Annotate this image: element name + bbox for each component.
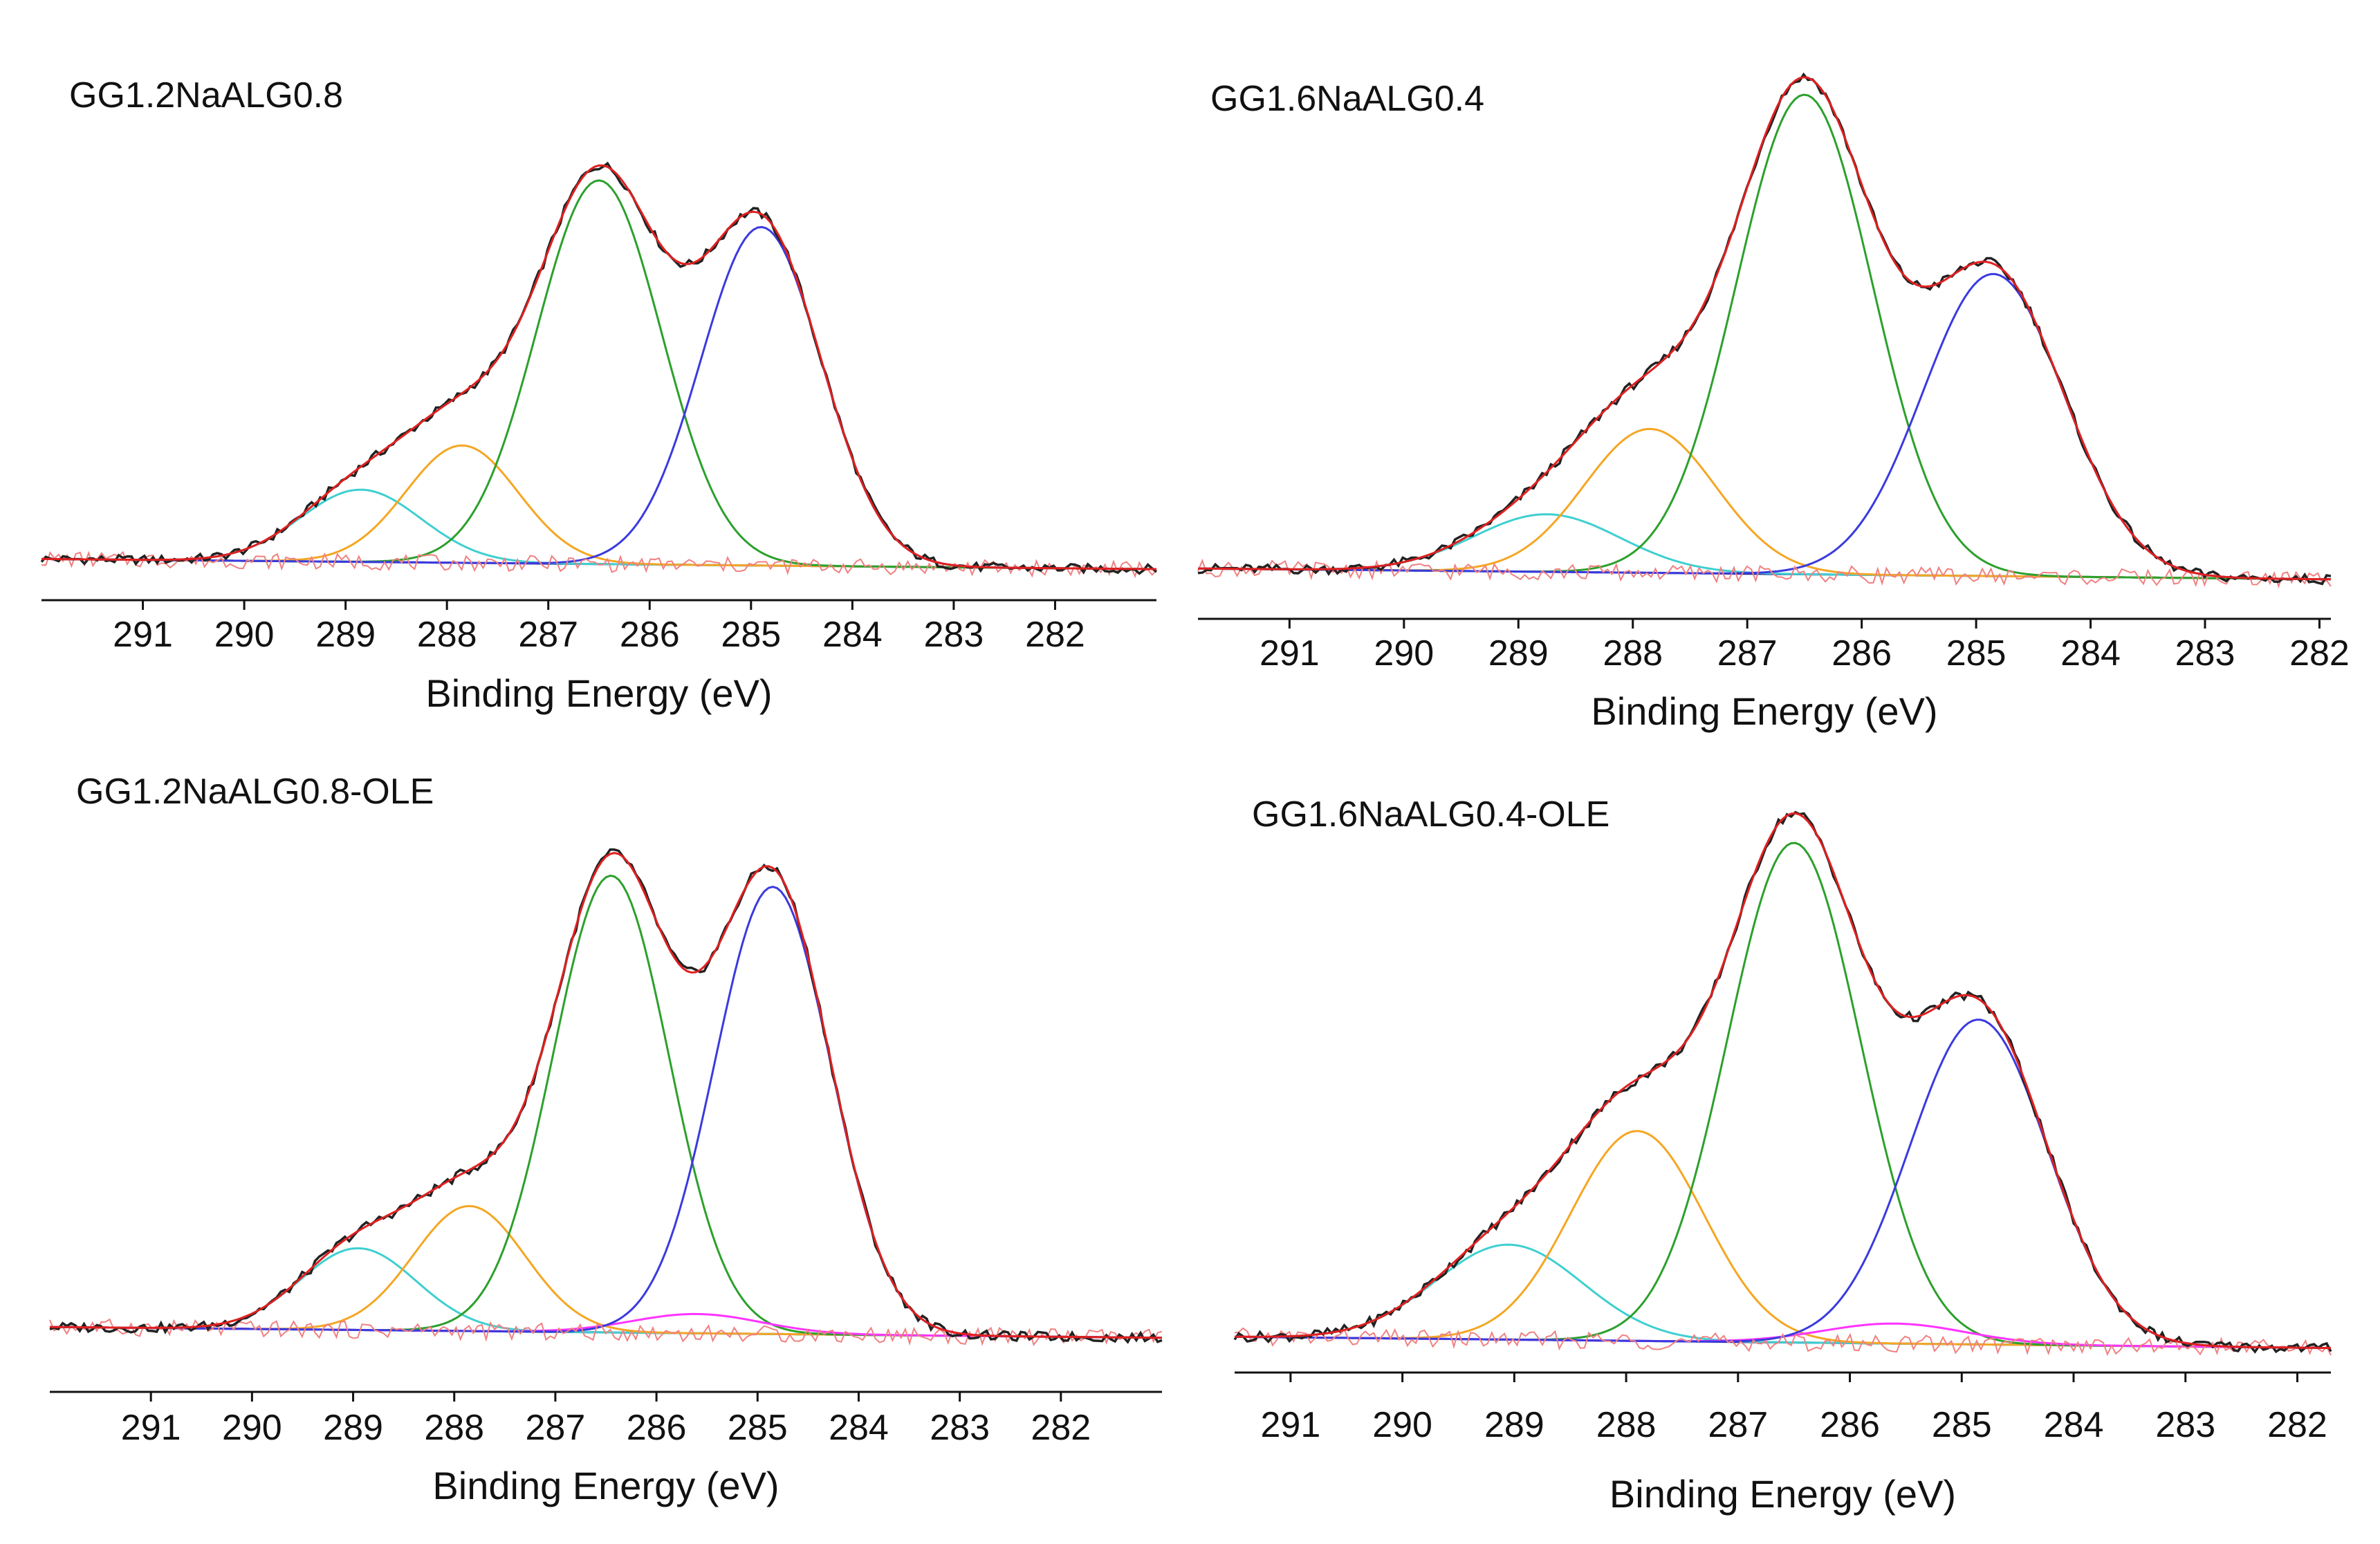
component-C2 bbox=[41, 179, 1157, 570]
component-C1 bbox=[1197, 272, 2332, 581]
envelope-line bbox=[41, 164, 1157, 570]
x-tick-label: 287 bbox=[1708, 1405, 1768, 1445]
x-tick-label: 285 bbox=[721, 615, 781, 655]
x-tick-label: 284 bbox=[822, 615, 883, 655]
x-tick-label: 284 bbox=[829, 1408, 889, 1448]
x-tick-label: 290 bbox=[214, 615, 275, 655]
x-tick-label: 289 bbox=[1484, 1405, 1544, 1445]
x-tick-label: 283 bbox=[930, 1408, 990, 1448]
residual-line bbox=[1234, 1327, 2332, 1357]
x-tick-label: 291 bbox=[1260, 633, 1320, 673]
x-tick-label: 282 bbox=[1031, 1408, 1091, 1448]
x-tick-label: 284 bbox=[2060, 633, 2121, 673]
x-tick-label: 283 bbox=[924, 615, 984, 655]
x-tick-label: 290 bbox=[222, 1408, 282, 1448]
envelope-line bbox=[1235, 812, 2332, 1350]
x-tick-label: 288 bbox=[424, 1408, 484, 1448]
component-C2 bbox=[49, 874, 1163, 1339]
x-axis-label: Binding Energy (eV) bbox=[432, 1464, 779, 1507]
envelope-line bbox=[49, 852, 1163, 1339]
panel-4: GG1.6NaALG0.4-OLE 291 290 289 288 287 286 285 28… bbox=[1233, 794, 2332, 1516]
residual-line bbox=[49, 1318, 1163, 1347]
component-C1 bbox=[49, 885, 1163, 1339]
panel-3: GG1.2NaALG0.8-OLE 291 290 289 288 287 286 285 28… bbox=[49, 772, 1163, 1507]
x-tick-label: 288 bbox=[1596, 1405, 1657, 1445]
x-tick-label: 287 bbox=[1717, 633, 1778, 673]
x-tick-label: 282 bbox=[2267, 1405, 2327, 1445]
x-tick-label: 291 bbox=[113, 615, 173, 655]
component-C4 bbox=[41, 444, 1157, 570]
panel-title: GG1.6NaALG0.4-OLE bbox=[1252, 794, 1609, 835]
x-tick-label: 283 bbox=[2175, 633, 2235, 673]
x-tick-label: 290 bbox=[1374, 633, 1434, 673]
x-tick-label: 288 bbox=[417, 615, 477, 655]
x-tick-label: 289 bbox=[315, 615, 376, 655]
x-tick-label: 285 bbox=[1932, 1405, 1992, 1445]
x-tick-label: 287 bbox=[526, 1408, 586, 1448]
component-C4 bbox=[49, 1204, 1163, 1339]
panel-1: GG1.2NaALG0.8 291 290 289 288 287 286 285 284 283… bbox=[40, 75, 1158, 715]
component-C4 bbox=[1234, 1130, 2332, 1350]
panel-title: GG1.2NaALG0.8 bbox=[69, 75, 343, 115]
residual-line bbox=[41, 550, 1157, 579]
panel-2: GG1.6NaALG0.4 291 290 289 288 287 286 285 284 283… bbox=[1197, 72, 2350, 733]
x-tick-label: 284 bbox=[2044, 1405, 2104, 1445]
x-tick-label: 287 bbox=[518, 615, 578, 655]
x-tick-label: 286 bbox=[1832, 633, 1892, 673]
x-tick-label: 282 bbox=[1025, 615, 1085, 655]
component-C2 bbox=[1234, 841, 2332, 1350]
x-tick-label: 286 bbox=[620, 615, 680, 655]
x-tick-label: 286 bbox=[1820, 1405, 1880, 1445]
component-C1 bbox=[1234, 1019, 2332, 1350]
x-tick-label: 288 bbox=[1603, 633, 1663, 673]
x-tick-label: 285 bbox=[728, 1408, 788, 1448]
raw-data-line bbox=[1233, 810, 2332, 1354]
component-C1 bbox=[41, 225, 1157, 570]
raw-data-line bbox=[40, 161, 1158, 575]
component-C5 bbox=[1235, 1243, 2332, 1350]
x-tick-label: 289 bbox=[323, 1408, 383, 1448]
x-axis-label: Binding Energy (eV) bbox=[1609, 1472, 1956, 1516]
x-tick-label: 289 bbox=[1488, 633, 1549, 673]
x-axis-label: Binding Energy (eV) bbox=[1591, 689, 1937, 733]
x-axis-label: Binding Energy (eV) bbox=[425, 671, 772, 715]
raw-data-line bbox=[1197, 72, 2332, 586]
x-tick-label: 286 bbox=[627, 1408, 687, 1448]
envelope-line bbox=[1198, 76, 2332, 581]
x-tick-label: 291 bbox=[121, 1408, 181, 1448]
panel-title: GG1.6NaALG0.4 bbox=[1210, 79, 1484, 119]
raw-data-line bbox=[49, 848, 1163, 1344]
x-tick-label: 283 bbox=[2155, 1405, 2215, 1445]
x-tick-label: 290 bbox=[1372, 1405, 1432, 1445]
panel-title: GG1.2NaALG0.8-OLE bbox=[76, 772, 434, 812]
x-tick-label: 285 bbox=[1946, 633, 2007, 673]
x-tick-label: 291 bbox=[1260, 1405, 1320, 1445]
x-tick-label: 282 bbox=[2289, 633, 2350, 673]
component-C2 bbox=[1197, 93, 2332, 581]
